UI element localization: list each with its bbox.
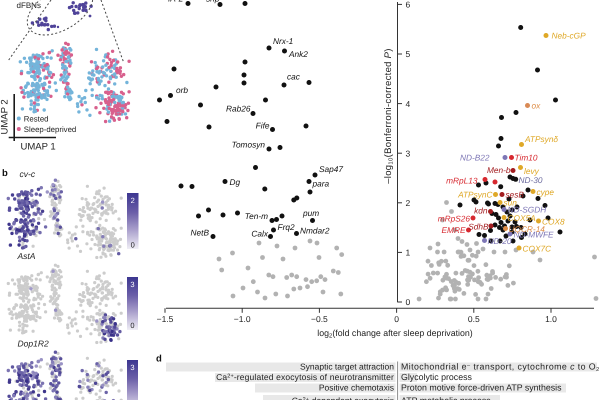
svg-text:−1.0: −1.0 [234, 314, 251, 324]
svg-text:ATPsynC: ATPsynC [457, 190, 493, 200]
svg-text:Dg: Dg [230, 177, 241, 187]
svg-text:SdhB: SdhB [468, 222, 489, 232]
svg-text:0: 0 [130, 321, 134, 330]
svg-text:Proton motive force-driven ATP: Proton motive force-driven ATP synthesis [401, 383, 562, 393]
svg-text:ox: ox [532, 101, 542, 111]
svg-text:Synaptic target attraction: Synaptic target attraction [300, 362, 394, 372]
svg-text:Nmdar2: Nmdar2 [300, 226, 330, 236]
svg-text:2: 2 [406, 198, 411, 208]
svg-text:mRpS26: mRpS26 [438, 214, 471, 224]
svg-text:ND-SGDH: ND-SGDH [508, 205, 547, 215]
svg-text:Tomosyn: Tomosyn [232, 140, 266, 150]
svg-text:−0.5: −0.5 [311, 314, 328, 324]
svg-text:Frq2: Frq2 [278, 222, 295, 232]
svg-text:pum: pum [302, 208, 319, 218]
svg-text:cype: cype [537, 187, 555, 197]
svg-text:COX5A: COX5A [508, 213, 537, 223]
svg-text:EMRE: EMRE [442, 225, 466, 235]
svg-text:3: 3 [130, 363, 134, 372]
svg-text:Sap47: Sap47 [319, 164, 343, 174]
svg-text:Neb-cGP: Neb-cGP [552, 31, 587, 41]
svg-text:ND-20: ND-20 [488, 236, 512, 246]
svg-text:0: 0 [131, 241, 135, 250]
svg-text:cv-c: cv-c [20, 169, 36, 179]
svg-text:sesB: sesB [506, 190, 525, 200]
svg-text:COX8: COX8 [542, 217, 565, 227]
svg-text:Sleep-deprived: Sleep-deprived [24, 125, 76, 134]
svg-text:5: 5 [406, 49, 411, 59]
svg-text:cac: cac [287, 72, 301, 82]
svg-text:3: 3 [130, 280, 134, 289]
svg-text:2: 2 [131, 196, 135, 205]
svg-text:sun: sun [504, 198, 518, 208]
svg-text:UQCR-14: UQCR-14 [509, 224, 546, 234]
svg-text:para: para [312, 179, 330, 189]
svg-text:Fife: Fife [256, 121, 270, 131]
svg-text:Dop1R2: Dop1R2 [18, 339, 49, 349]
svg-text:b: b [2, 168, 8, 179]
svg-text:ATPsynδ: ATPsynδ [524, 134, 558, 144]
svg-text:log2(fold change after sleep d: log2(fold change after sleep deprivation… [317, 328, 473, 340]
svg-text:UMAP 1: UMAP 1 [21, 142, 56, 153]
svg-text:0: 0 [394, 314, 399, 324]
svg-text:ND-B22: ND-B22 [460, 153, 490, 163]
svg-text:Rested: Rested [24, 115, 49, 124]
svg-text:Mitochondrial e– transport, cy: Mitochondrial e– transport, cytochrome c… [401, 362, 600, 374]
svg-text:dFBNs: dFBNs [17, 1, 41, 10]
svg-text:Ank2: Ank2 [288, 49, 308, 59]
svg-text:Calx: Calx [251, 229, 268, 239]
svg-text:Rab26: Rab26 [226, 104, 251, 114]
svg-text:COX7C: COX7C [523, 244, 553, 254]
svg-text:levy: levy [524, 166, 540, 176]
svg-text:ATP metabolic process: ATP metabolic process [401, 396, 491, 400]
svg-text:AstA: AstA [17, 251, 36, 261]
svg-text:3: 3 [406, 148, 411, 158]
svg-text:ND-30: ND-30 [519, 175, 543, 185]
svg-text:d: d [156, 354, 162, 365]
svg-text:ND-MWFE: ND-MWFE [514, 230, 555, 240]
svg-text:−1.5: −1.5 [157, 314, 174, 324]
svg-text:1: 1 [406, 248, 411, 258]
svg-text:Ten-m: Ten-m [245, 211, 268, 221]
svg-text:UMAP 2: UMAP 2 [0, 99, 11, 134]
svg-text:Nrx-1: Nrx-1 [273, 36, 293, 46]
svg-text:6: 6 [406, 0, 411, 10]
svg-text:4: 4 [406, 99, 411, 109]
svg-text:0: 0 [406, 297, 411, 307]
svg-text:Positive chemotaxis: Positive chemotaxis [319, 383, 394, 393]
svg-text:Glycolytic process: Glycolytic process [401, 372, 472, 382]
svg-text:1.0: 1.0 [545, 314, 557, 324]
svg-text:Men-b: Men-b [487, 165, 511, 175]
svg-text:shp: shp [206, 0, 220, 4]
svg-text:0.5: 0.5 [468, 314, 480, 324]
svg-text:NetB: NetB [191, 228, 210, 238]
svg-text:Ca2+-dependent exocytosis: Ca2+-dependent exocytosis [292, 396, 394, 400]
svg-text:Tim10: Tim10 [515, 153, 538, 163]
svg-text:Ca2+-regulated exocytosis of n: Ca2+-regulated exocytosis of neurotransm… [216, 372, 394, 382]
svg-text:IA-2: IA-2 [168, 0, 184, 4]
svg-text:kdn: kdn [474, 206, 488, 216]
svg-text:–log10(Bonferroni-corrected P): –log10(Bonferroni-corrected P) [383, 48, 395, 184]
svg-text:mRpL13: mRpL13 [446, 176, 478, 186]
svg-text:orb: orb [176, 85, 188, 95]
